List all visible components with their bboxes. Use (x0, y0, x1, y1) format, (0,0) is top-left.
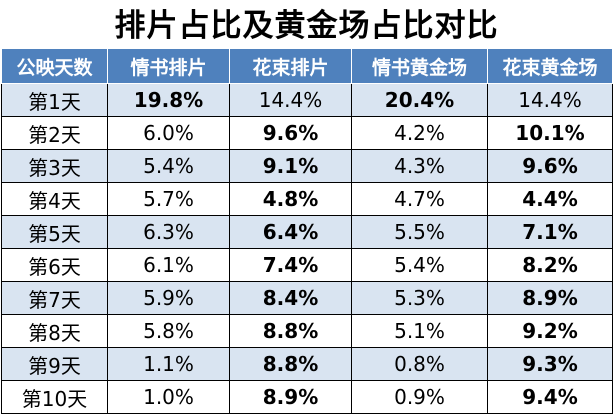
cell-huashu-schedule: 6.4% (229, 215, 352, 249)
table-row: 第5天 6.3% 6.4% 5.5% 7.1% (1, 215, 613, 249)
table-row: 第3天 5.4% 9.1% 4.3% 9.6% (1, 149, 613, 183)
header-huashu-golden: 花束黄金场 (487, 48, 613, 84)
cell-qingshu-schedule: 1.1% (107, 347, 230, 381)
cell-huashu-golden: 9.4% (487, 380, 613, 414)
cell-huashu-schedule: 9.1% (229, 149, 352, 183)
table-row: 第7天 5.9% 8.4% 5.3% 8.9% (1, 281, 613, 315)
cell-huashu-schedule: 7.4% (229, 248, 352, 282)
table-row: 第9天 1.1% 8.8% 0.8% 9.3% (1, 347, 613, 381)
cell-qingshu-golden: 20.4% (351, 83, 488, 117)
cell-qingshu-golden: 4.2% (351, 116, 488, 150)
cell-qingshu-golden: 0.8% (351, 347, 488, 381)
table-row: 第10天 1.0% 8.9% 0.9% 9.4% (1, 380, 613, 414)
cell-day: 第3天 (1, 149, 108, 183)
cell-day: 第9天 (1, 347, 108, 381)
header-qingshu-golden: 情书黄金场 (351, 48, 488, 84)
cell-day: 第10天 (1, 380, 108, 414)
cell-day: 第5天 (1, 215, 108, 249)
cell-qingshu-schedule: 6.3% (107, 215, 230, 249)
cell-huashu-schedule: 8.4% (229, 281, 352, 315)
table-row: 第1天 19.8% 14.4% 20.4% 14.4% (1, 83, 613, 117)
cell-huashu-golden: 10.1% (487, 116, 613, 150)
cell-qingshu-schedule: 6.0% (107, 116, 230, 150)
cell-day: 第1天 (1, 83, 108, 117)
header-row: 公映天数 情书排片 花束排片 情书黄金场 花束黄金场 (1, 48, 613, 84)
cell-qingshu-schedule: 5.8% (107, 314, 230, 348)
cell-huashu-golden: 9.3% (487, 347, 613, 381)
cell-huashu-golden: 4.4% (487, 182, 613, 216)
cell-qingshu-schedule: 1.0% (107, 380, 230, 414)
cell-qingshu-golden: 5.3% (351, 281, 488, 315)
cell-huashu-golden: 14.4% (487, 83, 613, 117)
cell-huashu-golden: 7.1% (487, 215, 613, 249)
data-table: 公映天数 情书排片 花束排片 情书黄金场 花束黄金场 第1天 19.8% 14.4%… (1, 48, 613, 414)
header-qingshu-schedule: 情书排片 (107, 48, 230, 84)
cell-huashu-schedule: 14.4% (229, 83, 352, 117)
cell-huashu-golden: 9.6% (487, 149, 613, 183)
cell-day: 第4天 (1, 182, 108, 216)
cell-qingshu-schedule: 5.9% (107, 281, 230, 315)
cell-qingshu-golden: 0.9% (351, 380, 488, 414)
table-row: 第8天 5.8% 8.8% 5.1% 9.2% (1, 314, 613, 348)
table-row: 第2天 6.0% 9.6% 4.2% 10.1% (1, 116, 613, 150)
cell-huashu-golden: 9.2% (487, 314, 613, 348)
cell-qingshu-golden: 5.4% (351, 248, 488, 282)
header-day: 公映天数 (1, 48, 108, 84)
cell-huashu-schedule: 4.8% (229, 182, 352, 216)
cell-day: 第7天 (1, 281, 108, 315)
cell-qingshu-golden: 4.3% (351, 149, 488, 183)
cell-qingshu-schedule: 6.1% (107, 248, 230, 282)
cell-day: 第6天 (1, 248, 108, 282)
table-row: 第6天 6.1% 7.4% 5.4% 8.2% (1, 248, 613, 282)
cell-qingshu-schedule: 5.7% (107, 182, 230, 216)
table-row: 第4天 5.7% 4.8% 4.7% 4.4% (1, 182, 613, 216)
cell-huashu-schedule: 8.8% (229, 314, 352, 348)
cell-huashu-schedule: 9.6% (229, 116, 352, 150)
cell-huashu-golden: 8.9% (487, 281, 613, 315)
cell-qingshu-golden: 5.5% (351, 215, 488, 249)
cell-huashu-golden: 8.2% (487, 248, 613, 282)
cell-qingshu-golden: 4.7% (351, 182, 488, 216)
table-body: 第1天 19.8% 14.4% 20.4% 14.4% 第2天 6.0% 9.6% 4.2% 10… (1, 83, 613, 414)
cell-huashu-schedule: 8.8% (229, 347, 352, 381)
cell-day: 第2天 (1, 116, 108, 150)
cell-qingshu-golden: 5.1% (351, 314, 488, 348)
cell-huashu-schedule: 8.9% (229, 380, 352, 414)
chart-title: 排片占比及黄金场占比对比 (114, 8, 499, 44)
cell-qingshu-schedule: 5.4% (107, 149, 230, 183)
cell-day: 第8天 (1, 314, 108, 348)
header-huashu-schedule: 花束排片 (229, 48, 352, 84)
cell-qingshu-schedule: 19.8% (107, 83, 230, 117)
